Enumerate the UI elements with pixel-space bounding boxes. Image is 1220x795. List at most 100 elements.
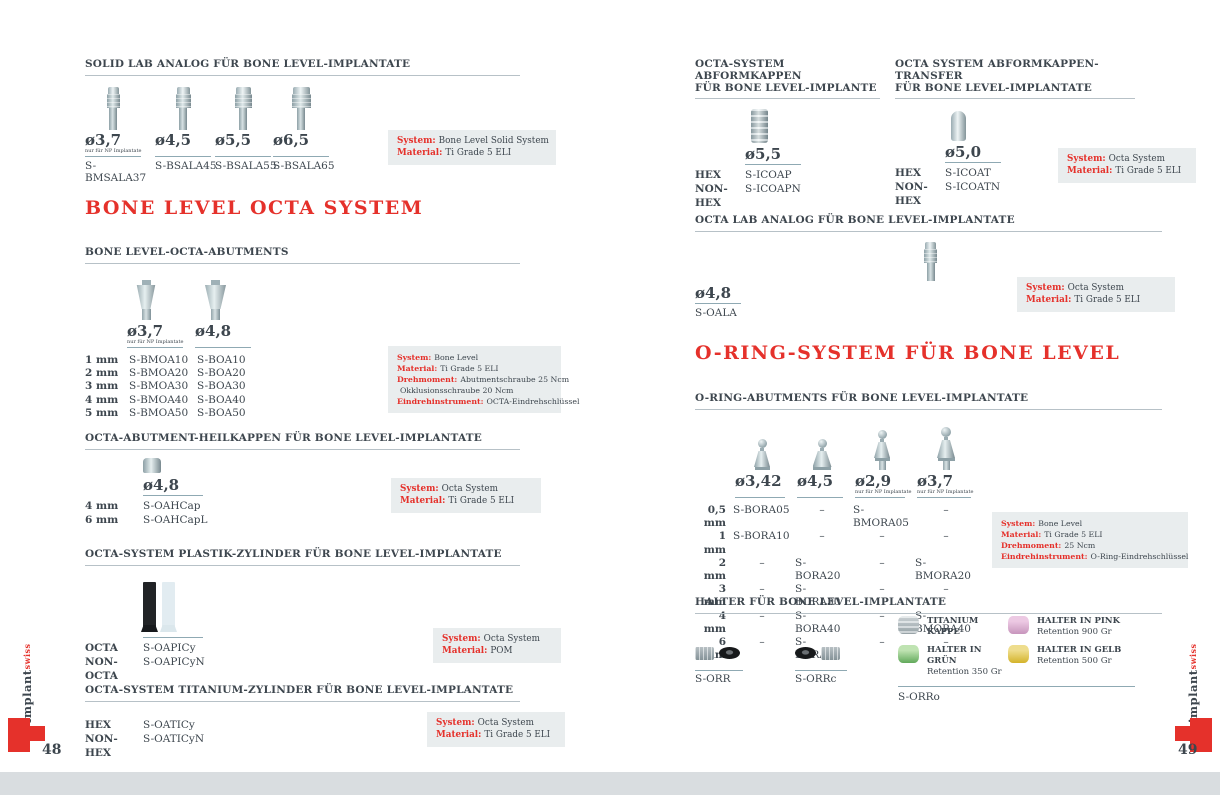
product: ø4,5 S-BSALA45	[155, 82, 217, 172]
oring-abutment-image	[874, 430, 890, 470]
product-code: S-BORA30	[795, 583, 841, 609]
row-label: 4 mm	[85, 393, 119, 406]
empty-cell: –	[879, 556, 885, 569]
brand-vertical-right: implantswiss	[1186, 643, 1200, 723]
empty-cell: –	[879, 583, 885, 596]
plastik-table: OCTA S-OAPICy NON-OCTA S-OAPICyN	[85, 641, 520, 683]
oring-image	[795, 647, 816, 659]
product-code: S-ICOATN	[945, 181, 1001, 193]
product-code: S-ICOAT	[945, 167, 991, 179]
lab-analog-image	[699, 242, 1162, 281]
product-code: S-BSALA65	[273, 160, 335, 172]
oring-abutment-image	[754, 439, 770, 470]
info-value: Ti Grade 5 ELI	[445, 147, 512, 158]
empty-cell: –	[879, 530, 885, 543]
product-code: S-BMOA50	[129, 406, 189, 419]
healing-cap-image	[143, 458, 161, 473]
product-code: S-OAPICyN	[143, 656, 205, 668]
section-halter: HALTER FÜR BONE LEVEL-IMPLANTATE S-ORR S…	[695, 596, 1162, 716]
section-title-line2: FÜR BONE LEVEL-IMPLANTE	[695, 82, 877, 94]
plastic-cylinder-black-image	[143, 582, 156, 632]
octa-abutment-image	[203, 280, 228, 320]
product-code: S-BMOA30	[129, 380, 189, 393]
section-title-line1: OCTA SYSTEM ABFORMKAPPEN-TRANSFER	[895, 58, 1099, 82]
product-code: S-BMOA40	[129, 393, 189, 406]
section-title: OCTA-SYSTEM TITANIUM-ZYLINDER FÜR BONE L…	[85, 684, 520, 702]
product-code: S-BSALA55	[215, 160, 277, 172]
section-plastik-zylinder: OCTA-SYSTEM PLASTIK-ZYLINDER FÜR BONE LE…	[85, 548, 520, 683]
empty-cell: –	[943, 504, 949, 516]
product-code: S-ORRc	[795, 673, 837, 685]
empty-cell: –	[943, 583, 949, 596]
legend-name: HALTER IN PINK	[1037, 616, 1120, 626]
legend-item: TITANIUM KAPPE	[898, 616, 1008, 638]
legend-item: HALTER IN GRÜN Retention 350 Gr	[898, 645, 1008, 678]
transfer-table: HEX S-ICOAT NON-HEX S-ICOATN	[895, 166, 1135, 208]
octa-abutments-table: ø3,7 nur für NP Implantate ø4,8 1 mm S-BMO…	[85, 272, 520, 420]
product-code: S-OALA	[695, 307, 737, 319]
brand-word-red: swiss	[1188, 643, 1198, 670]
product-diameter: ø5,5	[745, 145, 782, 163]
product-code: S-BORA40	[795, 609, 841, 635]
product-code: S-BOA20	[197, 367, 246, 380]
heilkappen-table: 4 mm S-OAHCap 6 mm S-OAHCapL	[85, 499, 520, 527]
transfer-cap-image	[951, 111, 966, 141]
product-code: S-BOA40	[197, 393, 246, 406]
info-box: System: Octa System Material: POM	[433, 628, 561, 663]
empty-cell: –	[819, 504, 825, 516]
empty-cell: –	[759, 583, 765, 596]
row-label: HEX	[895, 167, 922, 179]
row-label: 0,5 mm	[703, 504, 726, 530]
column-diameter: ø3,7	[127, 322, 164, 340]
row-label: 6 mm	[85, 514, 119, 526]
bottom-gray-band	[0, 772, 1220, 795]
titanium-table: HEX S-OATICy NON-HEX S-OATICyN	[85, 718, 520, 760]
product-code: S-BMOA10	[129, 354, 189, 366]
row-label: NON-HEX	[895, 181, 928, 207]
product-note: nur für NP Implantate	[85, 148, 142, 154]
row-label: NON-HEX	[695, 183, 728, 209]
oring-abutments-table: ø3,42 ø4,5 ø2,9 nur für NP Implantate ø3,…	[695, 416, 1162, 662]
section-title: HALTER FÜR BONE LEVEL-IMPLANTATE	[695, 596, 1162, 614]
product-diameter: ø3,7	[85, 131, 122, 149]
row-label: HEX	[695, 169, 722, 181]
column-diameter: ø4,8	[195, 322, 232, 340]
empty-cell: –	[819, 530, 825, 543]
column-diameter: ø2,9	[855, 472, 892, 490]
green-holder-icon	[898, 645, 919, 663]
section-title: SOLID LAB ANALOG FÜR BONE LEVEL-IMPLANTA…	[85, 58, 520, 76]
product-orrc: S-ORRc	[795, 640, 847, 685]
info-value: Bone Level Solid System	[438, 136, 549, 146]
page-number-right: 49	[1178, 742, 1198, 758]
product-code: S-BMSALA37	[85, 160, 147, 184]
info-box: System: Octa System Material: Ti Grade 5 E…	[391, 478, 541, 513]
row-label: NON-OCTA	[85, 656, 118, 682]
row-label: 5 mm	[85, 406, 119, 419]
section-abformkappen-transfer: OCTA SYSTEM ABFORMKAPPEN-TRANSFER FÜR BO…	[895, 58, 1135, 208]
oring-image	[719, 647, 740, 659]
empty-cell: –	[879, 636, 885, 649]
section-title: BONE LEVEL-OCTA-ABUTMENTS	[85, 246, 520, 264]
section-abformkappen: OCTA-SYSTEM ABFORMKAPPEN FÜR BONE LEVEL-…	[695, 58, 880, 210]
product-code: S-OATICyN	[143, 733, 205, 745]
brand-word-red: swiss	[22, 643, 32, 670]
info-box: System: Bone Level Material: Ti Grade 5 EL…	[992, 512, 1188, 568]
empty-cell: –	[943, 530, 949, 543]
brand-word-dark: implant	[1186, 669, 1200, 723]
brand-logo-right	[1190, 718, 1212, 752]
brand-logo-left	[8, 718, 30, 752]
product-code: S-OAPICy	[143, 642, 196, 654]
page-number-left: 48	[42, 742, 62, 758]
empty-cell: –	[759, 636, 765, 649]
plastic-cylinder-clear-image	[162, 582, 175, 632]
product-code: S-OAHCap	[143, 500, 201, 512]
info-box: System: Bone Level Solid System Material:…	[388, 130, 556, 165]
row-label: 3 mm	[85, 380, 119, 393]
section-oring-abutments: O-RING-ABUTMENTS FÜR BONE LEVEL-IMPLANTA…	[695, 392, 1162, 662]
product-diameter: ø4,5	[155, 131, 192, 149]
impression-cap-image	[751, 109, 768, 143]
brand-vertical-left: implantswiss	[20, 643, 34, 723]
row-label: 2 mm	[85, 367, 119, 380]
section-title: OCTA-SYSTEM PLASTIK-ZYLINDER FÜR BONE LE…	[85, 548, 520, 566]
product-code: S-BMOA20	[129, 367, 189, 380]
